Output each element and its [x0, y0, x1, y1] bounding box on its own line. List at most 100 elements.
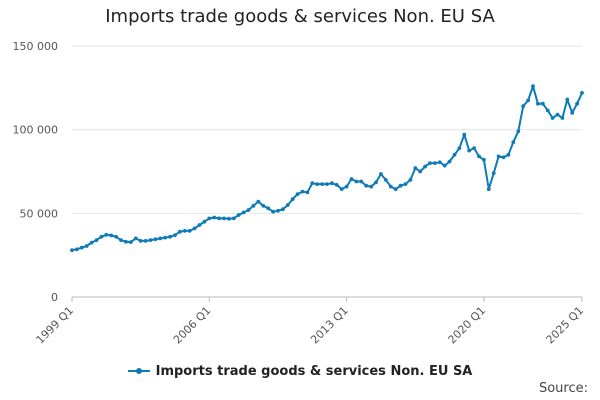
data-point[interactable]	[526, 98, 530, 103]
data-point[interactable]	[393, 187, 398, 192]
data-point[interactable]	[369, 184, 373, 189]
data-point[interactable]	[418, 169, 423, 174]
data-point[interactable]	[531, 84, 535, 89]
data-point[interactable]	[119, 238, 123, 243]
data-point[interactable]	[241, 210, 246, 215]
data-point[interactable]	[325, 182, 329, 187]
data-point[interactable]	[133, 236, 138, 241]
data-point[interactable]	[109, 233, 114, 238]
data-point[interactable]	[339, 187, 344, 192]
data-point[interactable]	[182, 229, 187, 233]
data-point[interactable]	[128, 240, 133, 245]
data-point[interactable]	[261, 203, 266, 208]
data-point[interactable]	[486, 187, 491, 192]
data-point[interactable]	[374, 180, 378, 185]
data-point[interactable]	[388, 184, 393, 189]
data-point[interactable]	[506, 152, 511, 157]
data-point[interactable]	[290, 197, 295, 202]
data-point[interactable]	[202, 219, 207, 224]
data-point[interactable]	[246, 208, 251, 212]
data-point[interactable]	[511, 140, 516, 145]
data-point[interactable]	[452, 152, 457, 157]
data-point[interactable]	[207, 216, 212, 221]
data-point[interactable]	[442, 163, 447, 168]
data-point[interactable]	[501, 155, 506, 160]
data-point[interactable]	[403, 182, 408, 187]
data-point[interactable]	[462, 132, 467, 137]
data-point[interactable]	[89, 240, 94, 245]
data-point[interactable]	[271, 209, 275, 214]
data-point[interactable]	[153, 237, 158, 242]
data-point[interactable]	[364, 183, 369, 188]
data-point[interactable]	[114, 234, 118, 239]
data-point[interactable]	[447, 159, 452, 164]
data-point[interactable]	[148, 238, 153, 243]
data-point[interactable]	[217, 216, 222, 221]
data-point[interactable]	[315, 182, 320, 187]
data-point[interactable]	[99, 234, 104, 239]
data-point[interactable]	[521, 104, 526, 109]
data-point[interactable]	[163, 235, 168, 240]
legend[interactable]: Imports trade goods & services Non. EU S…	[0, 364, 600, 379]
data-point[interactable]	[104, 232, 109, 237]
data-point[interactable]	[222, 216, 226, 221]
data-point[interactable]	[276, 208, 280, 213]
data-point[interactable]	[433, 161, 437, 166]
data-point[interactable]	[550, 116, 555, 120]
data-point[interactable]	[178, 229, 182, 234]
data-point[interactable]	[437, 160, 442, 165]
data-point[interactable]	[472, 146, 476, 151]
data-point[interactable]	[545, 108, 550, 113]
data-point[interactable]	[79, 245, 84, 250]
data-point[interactable]	[428, 161, 432, 166]
data-point[interactable]	[231, 216, 236, 221]
data-point[interactable]	[491, 171, 496, 176]
data-point[interactable]	[344, 184, 349, 189]
data-point[interactable]	[251, 203, 256, 208]
data-point[interactable]	[310, 181, 315, 186]
data-point[interactable]	[457, 146, 462, 151]
data-point[interactable]	[227, 216, 231, 221]
data-point[interactable]	[570, 111, 575, 115]
data-point[interactable]	[187, 229, 192, 233]
data-point[interactable]	[560, 116, 565, 120]
data-point[interactable]	[408, 178, 413, 182]
data-point[interactable]	[383, 178, 388, 182]
data-point[interactable]	[349, 177, 354, 181]
data-point[interactable]	[467, 148, 472, 153]
data-point[interactable]	[295, 192, 300, 197]
data-point[interactable]	[555, 112, 560, 117]
data-point[interactable]	[496, 154, 501, 159]
data-point[interactable]	[305, 190, 310, 195]
data-point[interactable]	[575, 101, 579, 106]
data-point[interactable]	[143, 239, 148, 243]
data-point[interactable]	[580, 91, 584, 95]
data-point[interactable]	[398, 183, 403, 188]
data-point[interactable]	[540, 101, 545, 106]
data-point[interactable]	[168, 234, 173, 239]
data-point[interactable]	[330, 181, 334, 186]
data-point[interactable]	[173, 233, 177, 238]
data-point[interactable]	[477, 154, 481, 159]
data-point[interactable]	[334, 183, 339, 187]
data-point[interactable]	[236, 213, 241, 217]
data-point[interactable]	[536, 101, 540, 106]
data-point[interactable]	[138, 239, 143, 243]
data-point[interactable]	[516, 129, 521, 134]
data-point[interactable]	[300, 189, 305, 194]
data-point[interactable]	[75, 247, 79, 252]
data-point[interactable]	[354, 179, 359, 184]
data-point[interactable]	[359, 179, 364, 184]
data-point[interactable]	[266, 206, 271, 211]
data-point[interactable]	[94, 238, 99, 243]
data-point[interactable]	[281, 207, 285, 212]
data-point[interactable]	[197, 223, 202, 227]
data-point[interactable]	[70, 248, 74, 253]
data-point[interactable]	[192, 226, 197, 231]
data-point[interactable]	[320, 182, 324, 187]
data-point[interactable]	[423, 164, 427, 169]
data-point[interactable]	[413, 166, 418, 171]
data-point[interactable]	[565, 97, 570, 102]
data-point[interactable]	[158, 236, 163, 241]
data-point[interactable]	[285, 203, 290, 207]
